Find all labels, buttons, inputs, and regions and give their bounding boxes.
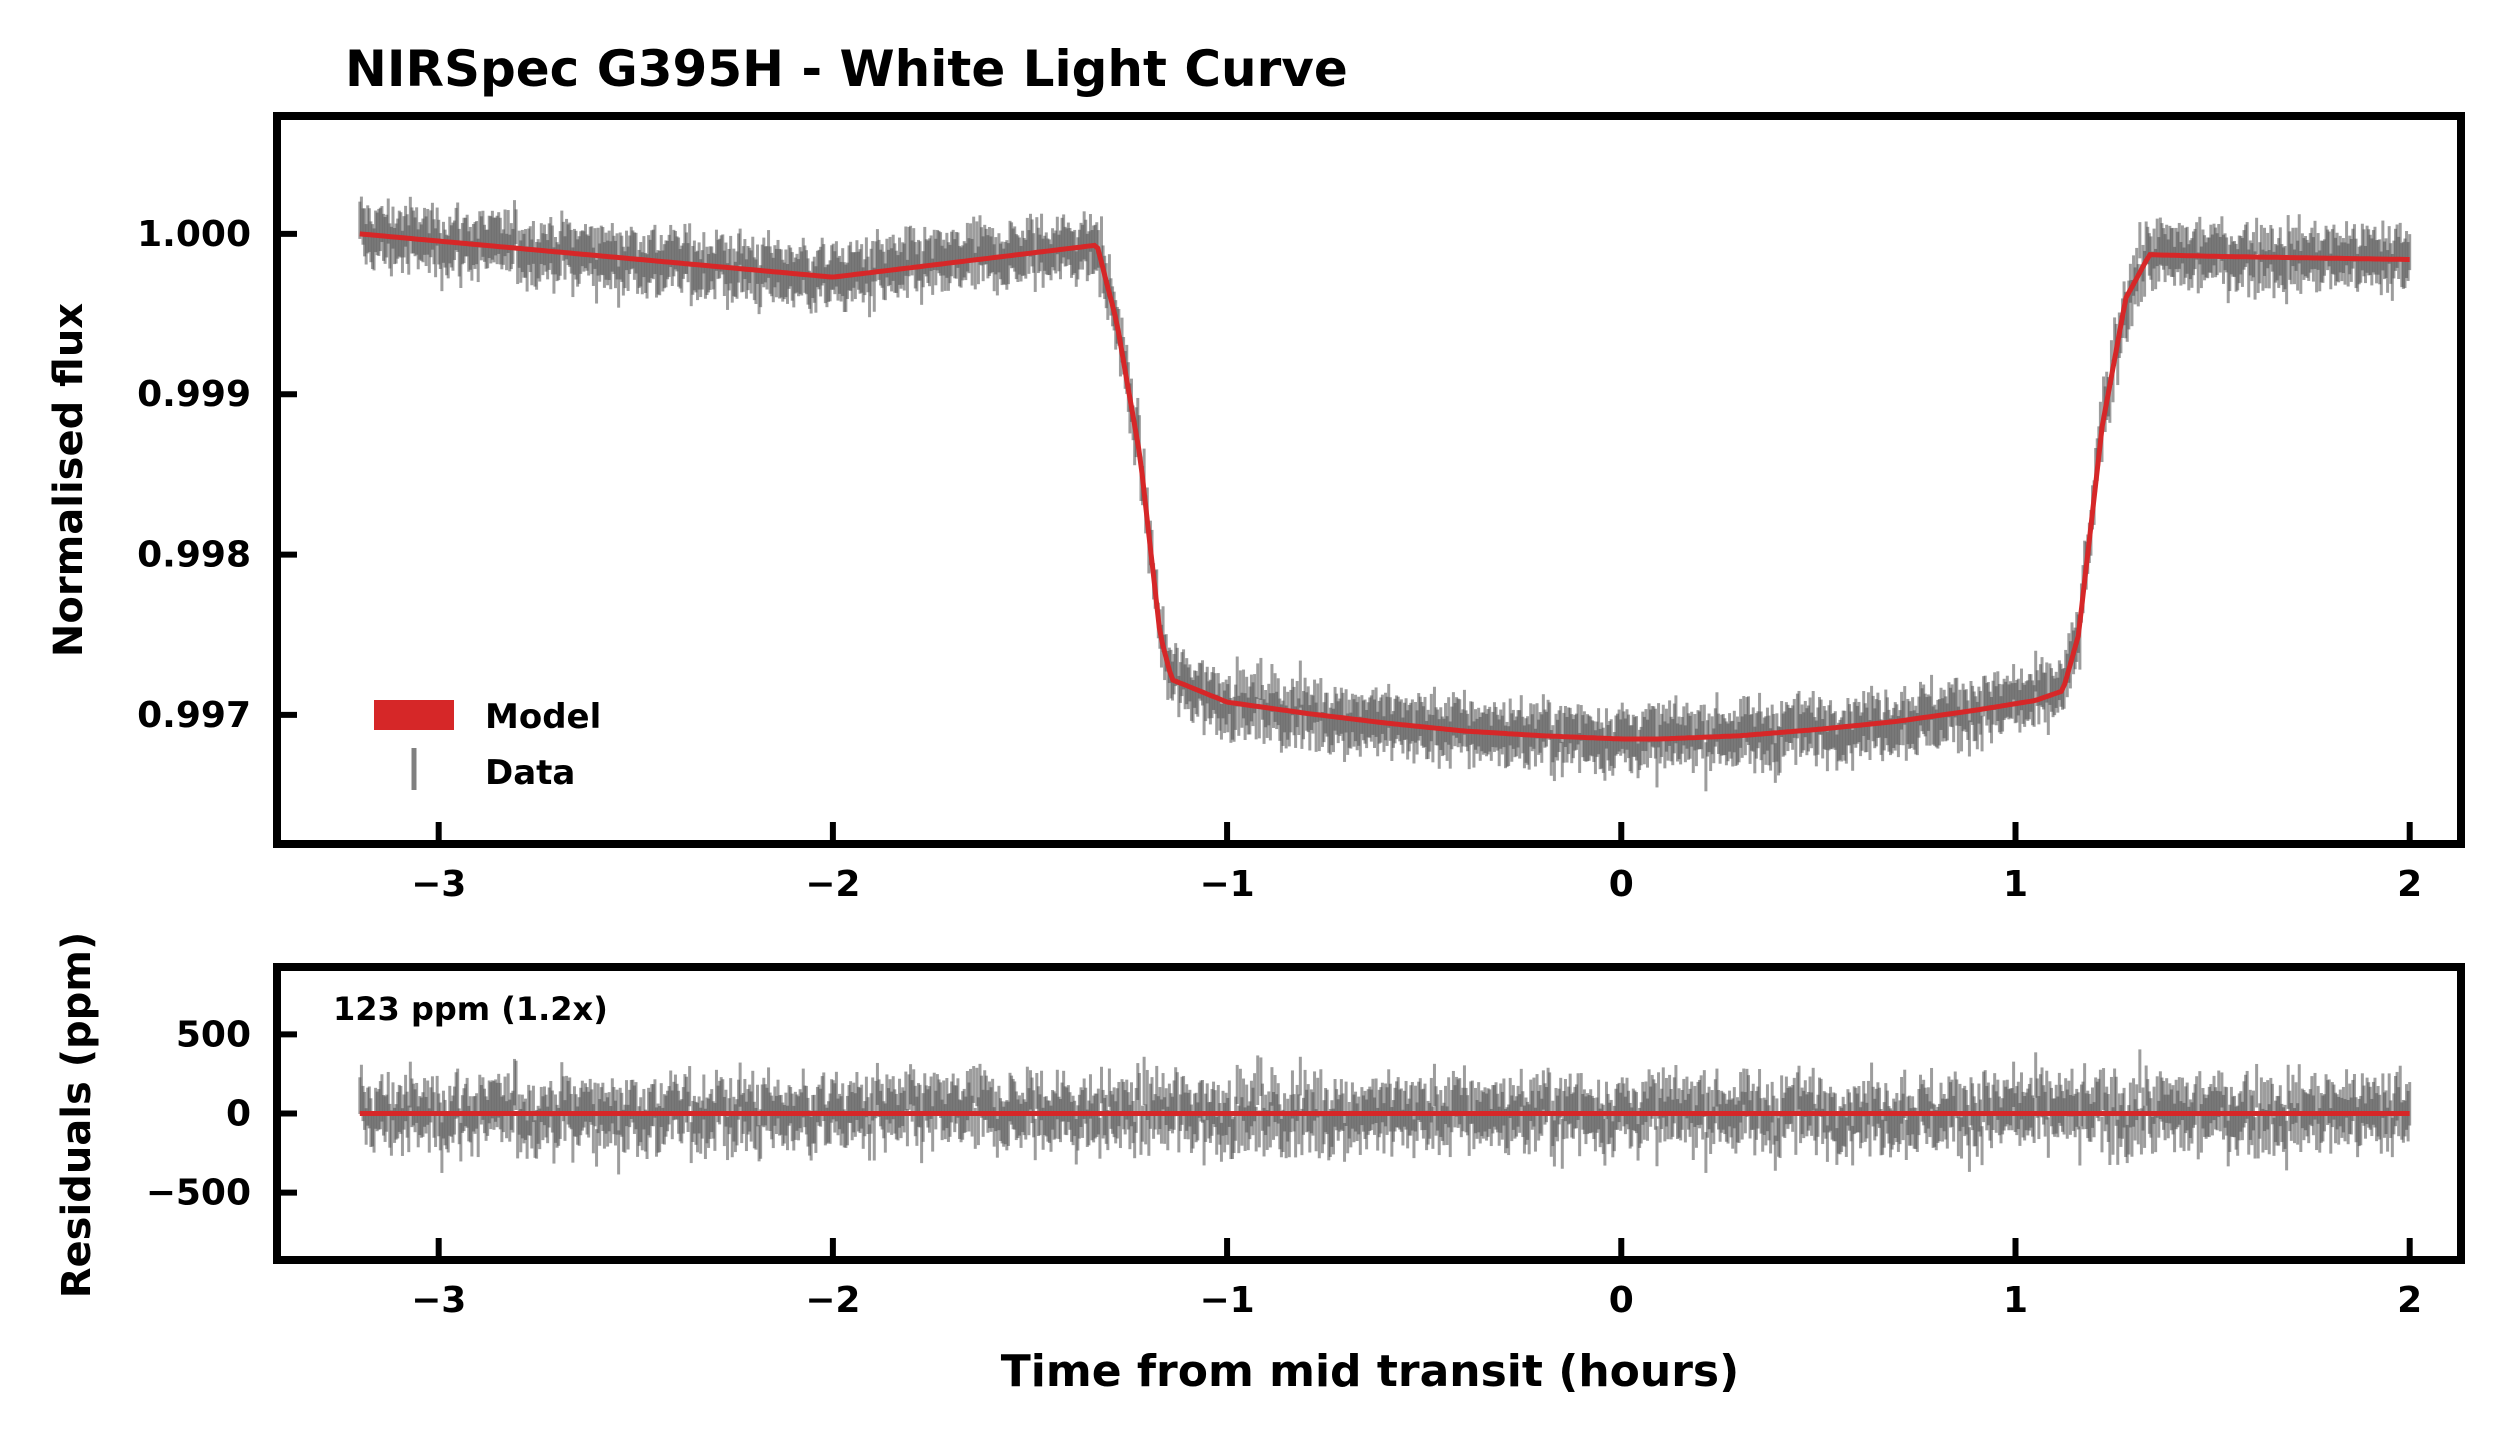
x-tick-label: −2 <box>805 1280 860 1321</box>
light-curve-data <box>358 196 2412 792</box>
x-tick-label: −1 <box>1199 1280 1254 1321</box>
y-tick-label: 0.999 <box>137 374 251 415</box>
residuals-x-ticks: −3 −2 −1 0 1 2 <box>411 1238 2422 1321</box>
legend-model-swatch <box>374 700 454 730</box>
residuals-data <box>358 1049 2412 1175</box>
residuals-y-ticks: 500 0 −500 <box>146 1014 297 1214</box>
x-tick-label: 1 <box>2003 1280 2028 1321</box>
x-tick-label: −3 <box>411 864 466 905</box>
legend: Model Data <box>374 697 601 793</box>
light-curve-y-axis-label: Normalised flux <box>46 303 92 657</box>
x-tick-label: 2 <box>2397 864 2422 905</box>
x-tick-label: −3 <box>411 1280 466 1321</box>
x-tick-label: −1 <box>1199 864 1254 905</box>
y-tick-label: −500 <box>146 1173 251 1214</box>
x-tick-label: −2 <box>805 864 860 905</box>
residuals-y-axis-label: Residuals (ppm) <box>54 932 100 1299</box>
residuals-annotation: 123 ppm (1.2x) <box>333 990 608 1028</box>
y-tick-label: 500 <box>176 1014 251 1055</box>
y-tick-label: 0.997 <box>137 695 251 736</box>
light-curve-model <box>359 231 2410 742</box>
y-tick-label: 1.000 <box>137 214 251 255</box>
legend-data-label: Data <box>485 753 575 793</box>
model-line <box>359 231 2410 742</box>
light-curve-x-ticks: −3 −2 −1 0 1 2 <box>411 822 2422 905</box>
legend-model-label: Model <box>485 697 601 737</box>
x-tick-label: 0 <box>1609 864 1634 905</box>
y-tick-label: 0.998 <box>137 535 251 576</box>
chart-title: NIRSpec G395H - White Light Curve <box>345 40 1348 98</box>
y-tick-label: 0 <box>226 1094 251 1135</box>
x-tick-label: 1 <box>2003 864 2028 905</box>
x-axis-label: Time from mid transit (hours) <box>1001 1346 1739 1397</box>
light-curve-axes-frame <box>273 112 2465 848</box>
x-tick-label: 0 <box>1609 1280 1634 1321</box>
x-tick-label: 2 <box>2397 1280 2422 1321</box>
light-curve-y-ticks: 1.000 0.999 0.998 0.997 <box>137 214 297 736</box>
